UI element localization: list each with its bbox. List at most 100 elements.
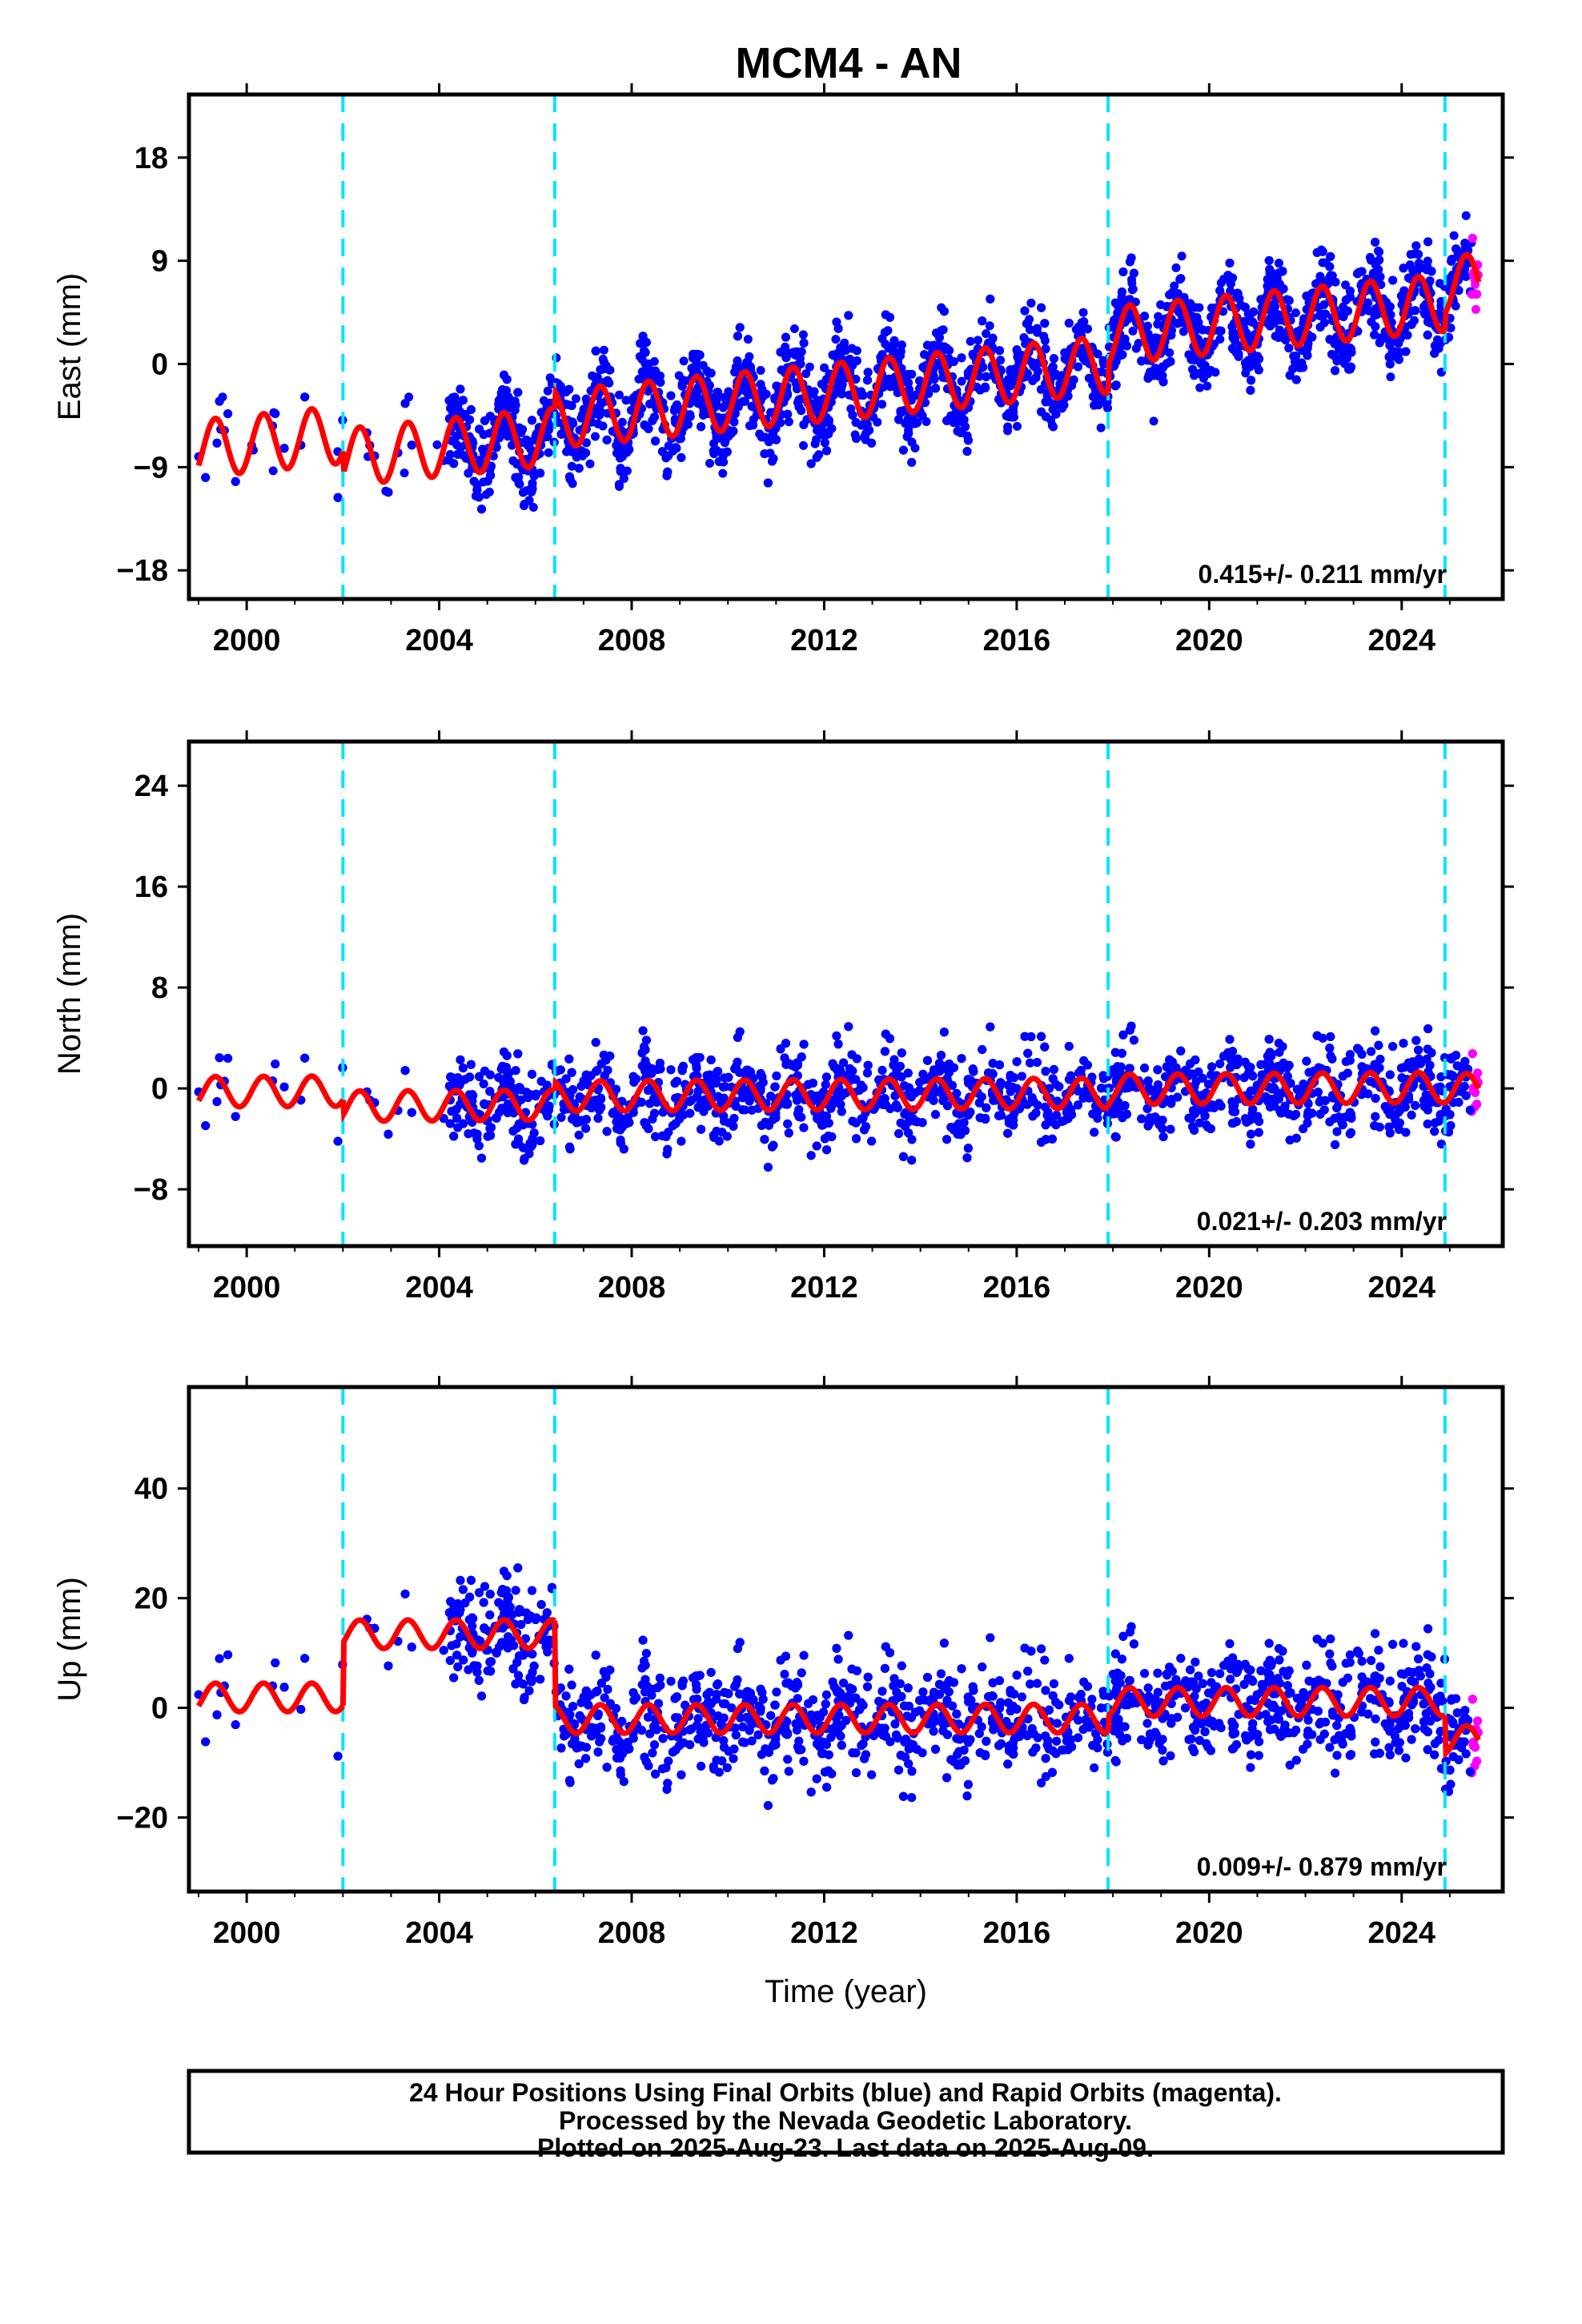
final-orbit-point <box>567 461 576 471</box>
final-orbit-point <box>917 411 927 420</box>
final-orbit-point <box>799 338 809 348</box>
final-orbit-point <box>1084 373 1094 383</box>
final-orbit-point <box>432 440 442 449</box>
final-orbit-point <box>1215 286 1225 296</box>
final-orbit-point <box>333 493 343 502</box>
final-orbit-point <box>1165 348 1174 357</box>
final-orbit-point <box>1341 296 1351 305</box>
final-orbit-point <box>1291 308 1300 318</box>
final-orbit-point <box>705 459 714 468</box>
final-orbit-point <box>404 392 414 402</box>
final-orbit-point <box>889 336 899 345</box>
final-orbit-point <box>918 362 928 372</box>
final-orbit-point <box>452 432 461 441</box>
final-orbit-point <box>1203 381 1212 391</box>
final-orbit-point <box>907 457 917 467</box>
final-orbit-point <box>519 488 528 497</box>
final-orbit-point <box>698 360 708 370</box>
final-orbit-point <box>383 488 393 497</box>
final-orbit-point <box>821 375 831 384</box>
final-orbit-point <box>1419 308 1429 317</box>
final-orbit-point <box>996 356 1006 365</box>
final-orbit-point <box>810 439 820 448</box>
final-orbit-point <box>696 395 705 404</box>
final-orbit-point <box>1399 263 1408 273</box>
final-orbit-point <box>1357 267 1367 276</box>
final-orbit-point <box>677 452 686 462</box>
final-orbit-point <box>677 380 687 389</box>
final-orbit-point <box>1341 280 1351 290</box>
final-orbit-point <box>982 329 991 339</box>
final-orbit-point <box>1037 303 1046 312</box>
final-orbit-point <box>1325 262 1335 271</box>
final-orbit-point <box>456 384 465 394</box>
final-orbit-point <box>817 429 827 439</box>
final-orbit-point <box>536 468 545 478</box>
final-orbit-point <box>581 394 591 404</box>
final-orbit-point <box>844 311 853 320</box>
final-orbit-point <box>1371 322 1380 332</box>
final-orbit-point <box>706 368 716 378</box>
final-orbit-point <box>1264 255 1274 265</box>
final-orbit-point <box>776 348 785 357</box>
final-orbit-point <box>458 396 468 405</box>
final-orbit-point <box>949 418 958 428</box>
final-orbit-point <box>959 415 969 424</box>
final-orbit-point <box>783 409 793 419</box>
final-orbit-point <box>1026 325 1035 335</box>
final-orbit-point <box>1414 259 1423 268</box>
final-orbit-point <box>1140 312 1150 321</box>
final-orbit-point <box>897 340 906 350</box>
final-orbit-point <box>1327 349 1336 359</box>
final-orbit-point <box>937 326 946 336</box>
final-orbit-point <box>1166 326 1176 336</box>
final-orbit-point <box>564 384 574 394</box>
final-orbit-point <box>1097 367 1106 376</box>
final-orbit-point <box>939 307 949 316</box>
final-orbit-point <box>820 438 829 448</box>
final-orbit-point <box>1184 350 1194 360</box>
final-orbit-point <box>1430 348 1439 358</box>
final-orbit-point <box>494 400 504 409</box>
final-orbit-point <box>1256 295 1266 304</box>
final-orbit-point <box>1425 276 1435 286</box>
final-orbit-point <box>1446 324 1456 332</box>
final-orbit-point <box>1375 247 1384 257</box>
final-orbit-point <box>1291 375 1301 384</box>
final-orbit-point <box>692 349 701 359</box>
final-orbit-point <box>1096 423 1106 432</box>
final-orbit-point <box>1040 319 1050 328</box>
final-orbit-point <box>565 474 575 484</box>
final-orbit-point <box>1284 344 1294 353</box>
final-orbit-point <box>666 391 676 400</box>
final-orbit-point <box>640 348 650 357</box>
final-orbit-point <box>1319 318 1329 328</box>
final-orbit-point <box>640 420 649 430</box>
final-orbit-point <box>1009 408 1018 417</box>
final-orbit-point <box>576 413 586 423</box>
final-orbit-point <box>679 356 689 366</box>
final-orbit-point <box>1154 312 1163 321</box>
final-orbit-point <box>806 459 816 468</box>
final-orbit-point <box>1167 287 1177 297</box>
final-orbit-point <box>1345 364 1355 374</box>
final-orbit-point <box>279 444 289 453</box>
final-orbit-point <box>904 428 913 438</box>
final-orbit-point <box>1093 392 1102 402</box>
final-orbit-point <box>724 387 733 396</box>
final-orbit-point <box>543 386 552 396</box>
final-orbit-point <box>1188 364 1198 374</box>
final-orbit-point <box>822 446 832 456</box>
final-orbit-point <box>591 432 600 441</box>
final-orbit-point <box>212 438 222 448</box>
final-orbit-point <box>1371 237 1380 247</box>
final-orbit-point <box>953 426 962 436</box>
final-orbit-point <box>1144 371 1154 380</box>
final-orbit-point <box>615 390 624 400</box>
final-orbit-point <box>735 323 745 332</box>
final-orbit-point <box>1102 403 1112 412</box>
final-orbit-point <box>481 490 491 499</box>
final-orbit-point <box>1422 265 1431 275</box>
final-orbit-point <box>801 369 811 379</box>
final-orbit-point <box>1406 250 1415 259</box>
